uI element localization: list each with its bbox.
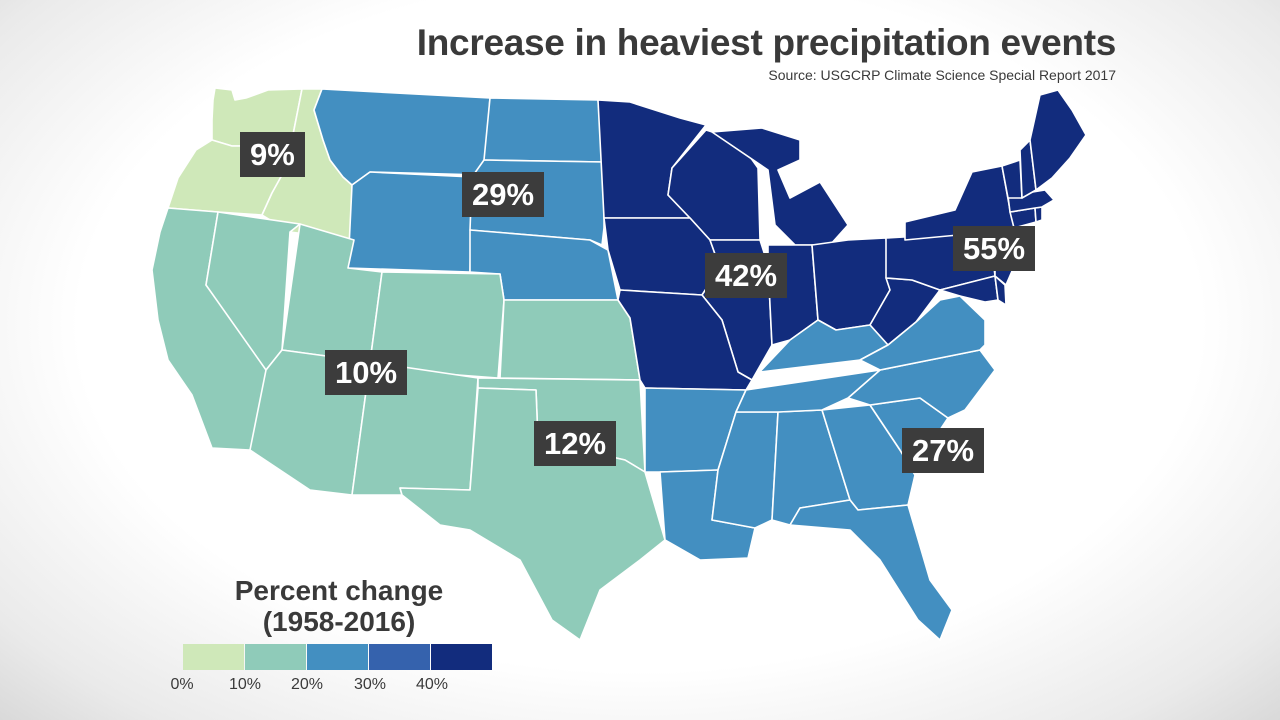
source-note: Source: USGCRP Climate Science Special R… — [768, 67, 1116, 83]
region-northwest — [167, 87, 355, 241]
region-northern-great-plains — [313, 88, 619, 301]
map-title: Increase in heaviest precipitation event… — [416, 22, 1117, 63]
state-maryland — [939, 275, 999, 303]
legend-title-line2: (1958-2016) — [262, 605, 416, 637]
state-michigan — [711, 127, 849, 246]
legend-swatch-10-20 — [245, 644, 306, 670]
legend-swatch-0-10 — [183, 644, 244, 670]
legend-title-line1: Percent change — [234, 575, 444, 606]
legend-title: Percent change (1958-2016) — [214, 575, 464, 638]
legend-color-scale — [183, 644, 493, 670]
legend-swatch-20-30 — [307, 644, 368, 670]
legend-tick-10: 10% — [228, 676, 262, 693]
label-midwest: 42% — [705, 253, 788, 299]
legend-tick-30: 30% — [353, 676, 387, 693]
region-southwest — [151, 207, 505, 496]
legend-tick-0: 0% — [170, 676, 194, 693]
state-virginia — [859, 295, 986, 371]
state-wyoming — [347, 171, 473, 273]
state-north-dakota — [483, 97, 605, 163]
legend-swatch-30-40 — [369, 644, 430, 670]
label-northern-great-plains: 29% — [462, 172, 545, 218]
legend-tick-40: 40% — [415, 676, 449, 693]
region-northeast — [869, 89, 1087, 346]
label-northeast: 55% — [953, 226, 1036, 272]
state-kansas — [499, 299, 641, 381]
state-florida — [789, 499, 953, 641]
region-southeast — [644, 295, 996, 641]
state-maine — [1029, 89, 1087, 191]
label-southwest: 10% — [325, 350, 408, 396]
state-rhode-island — [1034, 206, 1043, 223]
label-northwest: 9% — [240, 132, 305, 178]
state-kentucky — [751, 319, 889, 381]
legend-tick-20: 20% — [290, 676, 324, 693]
region-midwest — [597, 99, 891, 391]
label-southern-great-plains: 12% — [534, 421, 617, 467]
state-montana — [313, 88, 491, 186]
legend-swatch-40-plus — [431, 644, 492, 670]
label-southeast: 27% — [902, 428, 985, 474]
